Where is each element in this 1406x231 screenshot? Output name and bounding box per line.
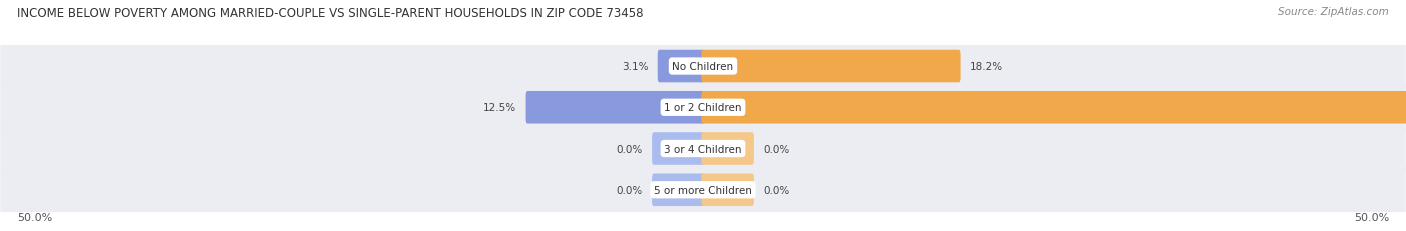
FancyBboxPatch shape	[652, 133, 704, 165]
FancyBboxPatch shape	[702, 91, 1406, 124]
Text: 50.0%: 50.0%	[17, 212, 52, 222]
Text: 5 or more Children: 5 or more Children	[654, 185, 752, 195]
Text: No Children: No Children	[672, 62, 734, 72]
FancyBboxPatch shape	[658, 51, 704, 83]
Text: 12.5%: 12.5%	[482, 103, 516, 113]
FancyBboxPatch shape	[702, 174, 754, 206]
FancyBboxPatch shape	[0, 164, 1406, 216]
FancyBboxPatch shape	[526, 91, 704, 124]
FancyBboxPatch shape	[702, 51, 960, 83]
Text: 50.0%: 50.0%	[1354, 212, 1389, 222]
FancyBboxPatch shape	[0, 123, 1406, 175]
FancyBboxPatch shape	[0, 40, 1406, 93]
Text: 0.0%: 0.0%	[616, 144, 643, 154]
Text: 0.0%: 0.0%	[763, 144, 790, 154]
Text: INCOME BELOW POVERTY AMONG MARRIED-COUPLE VS SINGLE-PARENT HOUSEHOLDS IN ZIP COD: INCOME BELOW POVERTY AMONG MARRIED-COUPL…	[17, 7, 644, 20]
FancyBboxPatch shape	[652, 174, 704, 206]
FancyBboxPatch shape	[0, 82, 1406, 134]
Text: 0.0%: 0.0%	[763, 185, 790, 195]
Text: 1 or 2 Children: 1 or 2 Children	[664, 103, 742, 113]
Text: 18.2%: 18.2%	[970, 62, 1004, 72]
Text: 3.1%: 3.1%	[621, 62, 648, 72]
Text: 0.0%: 0.0%	[616, 185, 643, 195]
FancyBboxPatch shape	[702, 133, 754, 165]
Text: 3 or 4 Children: 3 or 4 Children	[664, 144, 742, 154]
Text: Source: ZipAtlas.com: Source: ZipAtlas.com	[1278, 7, 1389, 17]
